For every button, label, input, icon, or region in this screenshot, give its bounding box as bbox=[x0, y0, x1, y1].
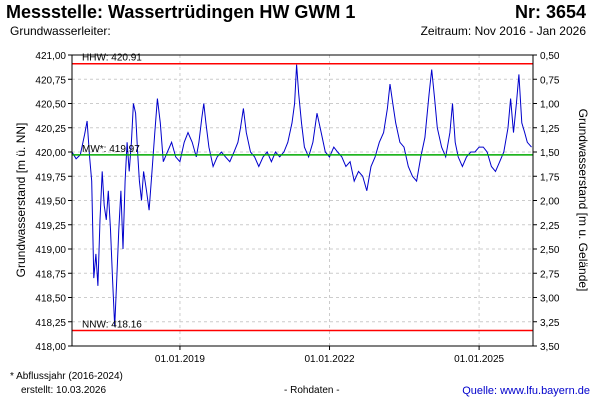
y-tick-label-right: 2,25 bbox=[540, 221, 560, 232]
x-tick-label: 01.01.2025 bbox=[454, 354, 504, 365]
y-tick-label: 420,75 bbox=[35, 75, 66, 86]
created-date: erstellt: 10.03.2026 bbox=[21, 385, 107, 396]
y-tick-label: 420,25 bbox=[35, 124, 66, 135]
y-tick-label-right: 0,75 bbox=[540, 75, 560, 86]
y-tick-label: 420,50 bbox=[35, 100, 66, 111]
y-tick-label: 418,75 bbox=[35, 269, 66, 280]
reference-lines: HHW: 420.91 MW*: 419.97 NNW: 418.16 bbox=[72, 53, 533, 332]
reference-line-label: NNW: 418.16 bbox=[82, 319, 142, 330]
y-tick-label: 421,00 bbox=[35, 51, 66, 62]
aquifer-label: Grundwasserleiter: bbox=[10, 24, 111, 38]
chart-title: Messstelle: Wassertrüdingen HW GWM 1 bbox=[6, 2, 356, 22]
y-tick-label: 418,25 bbox=[35, 318, 66, 329]
y-tick-label: 419,00 bbox=[35, 245, 66, 256]
y-tick-label-right: 2,50 bbox=[540, 245, 560, 256]
axes: 421,00 420,75 420,50 420,25 420,00 419,75 419,… bbox=[35, 51, 559, 365]
y-tick-label-right: 2,00 bbox=[540, 197, 560, 208]
x-tick-label: 01.01.2019 bbox=[155, 354, 205, 365]
y-tick-label-right: 3,25 bbox=[540, 318, 560, 329]
y-tick-label: 418,00 bbox=[35, 342, 66, 353]
y-tick-label-right: 1,75 bbox=[540, 172, 560, 183]
footnote: * Abflussjahr (2016-2024) bbox=[10, 371, 123, 382]
raw-data-label: - Rohdaten - bbox=[284, 385, 340, 396]
y-tick-label-right: 1,50 bbox=[540, 148, 560, 159]
grid bbox=[72, 55, 533, 346]
y-tick-label-right: 0,50 bbox=[540, 51, 560, 62]
y-tick-label: 419,75 bbox=[35, 172, 66, 183]
x-tick-label: 01.01.2022 bbox=[304, 354, 354, 365]
y-tick-label-right: 3,00 bbox=[540, 294, 560, 305]
y-tick-label: 420,00 bbox=[35, 148, 66, 159]
y-axis-label-left: Grundwasserstand [m ü. NN] bbox=[14, 123, 28, 278]
reference-line-label: HHW: 420.91 bbox=[82, 53, 142, 64]
y-tick-label-right: 2,75 bbox=[540, 269, 560, 280]
y-tick-label: 418,50 bbox=[35, 294, 66, 305]
source-link[interactable]: Quelle: www.lfu.bayern.de bbox=[462, 385, 590, 397]
y-axis-label-right: Grundwasserstand [m u. Gelände] bbox=[576, 109, 590, 292]
y-tick-label-right: 1,25 bbox=[540, 124, 560, 135]
y-tick-label: 419,25 bbox=[35, 221, 66, 232]
period-label: Zeitraum: Nov 2016 - Jan 2026 bbox=[420, 24, 586, 38]
station-number: Nr: 3654 bbox=[514, 2, 586, 22]
y-tick-label: 419,50 bbox=[35, 197, 66, 208]
reference-line-label: MW*: 419.97 bbox=[82, 144, 140, 155]
y-tick-label-right: 3,50 bbox=[540, 342, 560, 353]
y-tick-label-right: 1,00 bbox=[540, 100, 560, 111]
